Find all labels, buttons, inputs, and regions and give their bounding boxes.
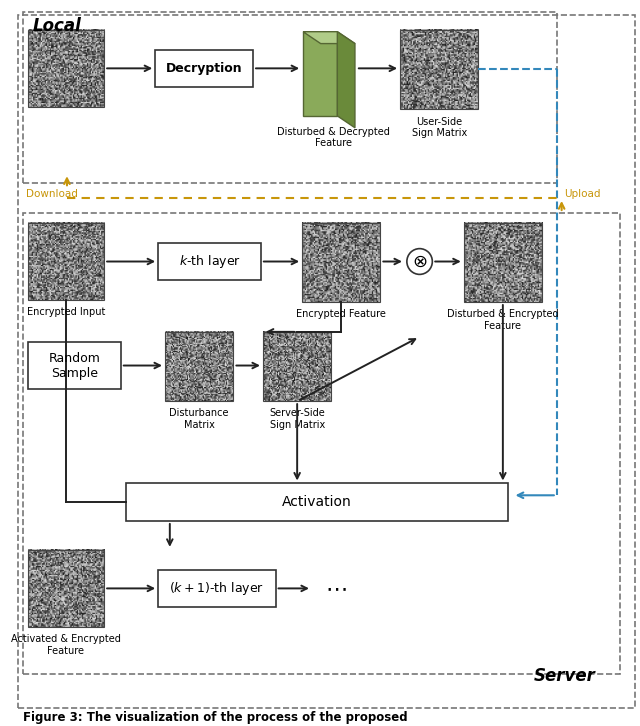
Text: Disturbed & Decrypted
Feature: Disturbed & Decrypted Feature	[277, 127, 390, 148]
Text: Random
Sample: Random Sample	[49, 351, 100, 380]
Bar	[23, 213, 620, 674]
Polygon shape	[303, 32, 355, 44]
Text: $(k+1)$-th layer: $(k+1)$-th layer	[170, 580, 264, 597]
Bar	[158, 242, 261, 280]
Text: Download: Download	[26, 189, 77, 199]
Text: Local: Local	[33, 17, 81, 35]
Bar	[302, 223, 380, 302]
Polygon shape	[337, 32, 355, 128]
Bar	[400, 30, 478, 109]
Text: Decryption: Decryption	[166, 62, 243, 75]
Text: Upload: Upload	[564, 189, 601, 199]
Text: User-Side
Sign Matrix: User-Side Sign Matrix	[412, 117, 467, 139]
Bar	[28, 223, 104, 300]
Circle shape	[407, 248, 433, 274]
Bar	[28, 342, 121, 389]
Text: Activated & Encrypted
Feature: Activated & Encrypted Feature	[11, 634, 121, 656]
Text: $k$-th layer: $k$-th layer	[179, 253, 241, 270]
Bar	[155, 49, 253, 87]
Bar	[165, 332, 234, 401]
Bar	[158, 570, 276, 607]
Polygon shape	[303, 32, 337, 116]
Bar	[125, 484, 508, 521]
Text: Server: Server	[534, 666, 596, 685]
Bar	[28, 550, 104, 627]
Text: Activation: Activation	[282, 495, 351, 509]
Bar	[464, 223, 542, 302]
Text: Server-Side
Sign Matrix: Server-Side Sign Matrix	[269, 408, 325, 430]
Text: Disturbance
Matrix: Disturbance Matrix	[170, 408, 229, 430]
Text: $\cdots$: $\cdots$	[326, 579, 347, 598]
Text: Encrypted Input: Encrypted Input	[27, 307, 105, 317]
Bar	[23, 12, 557, 183]
Text: Figure 3: The visualization of the process of the proposed: Figure 3: The visualization of the proce…	[23, 711, 408, 725]
Text: Encrypted Feature: Encrypted Feature	[296, 309, 386, 319]
Bar	[263, 332, 332, 401]
Text: Disturbed & Encrypted
Feature: Disturbed & Encrypted Feature	[447, 309, 559, 330]
Bar	[28, 30, 104, 107]
Text: $\otimes$: $\otimes$	[412, 253, 428, 271]
